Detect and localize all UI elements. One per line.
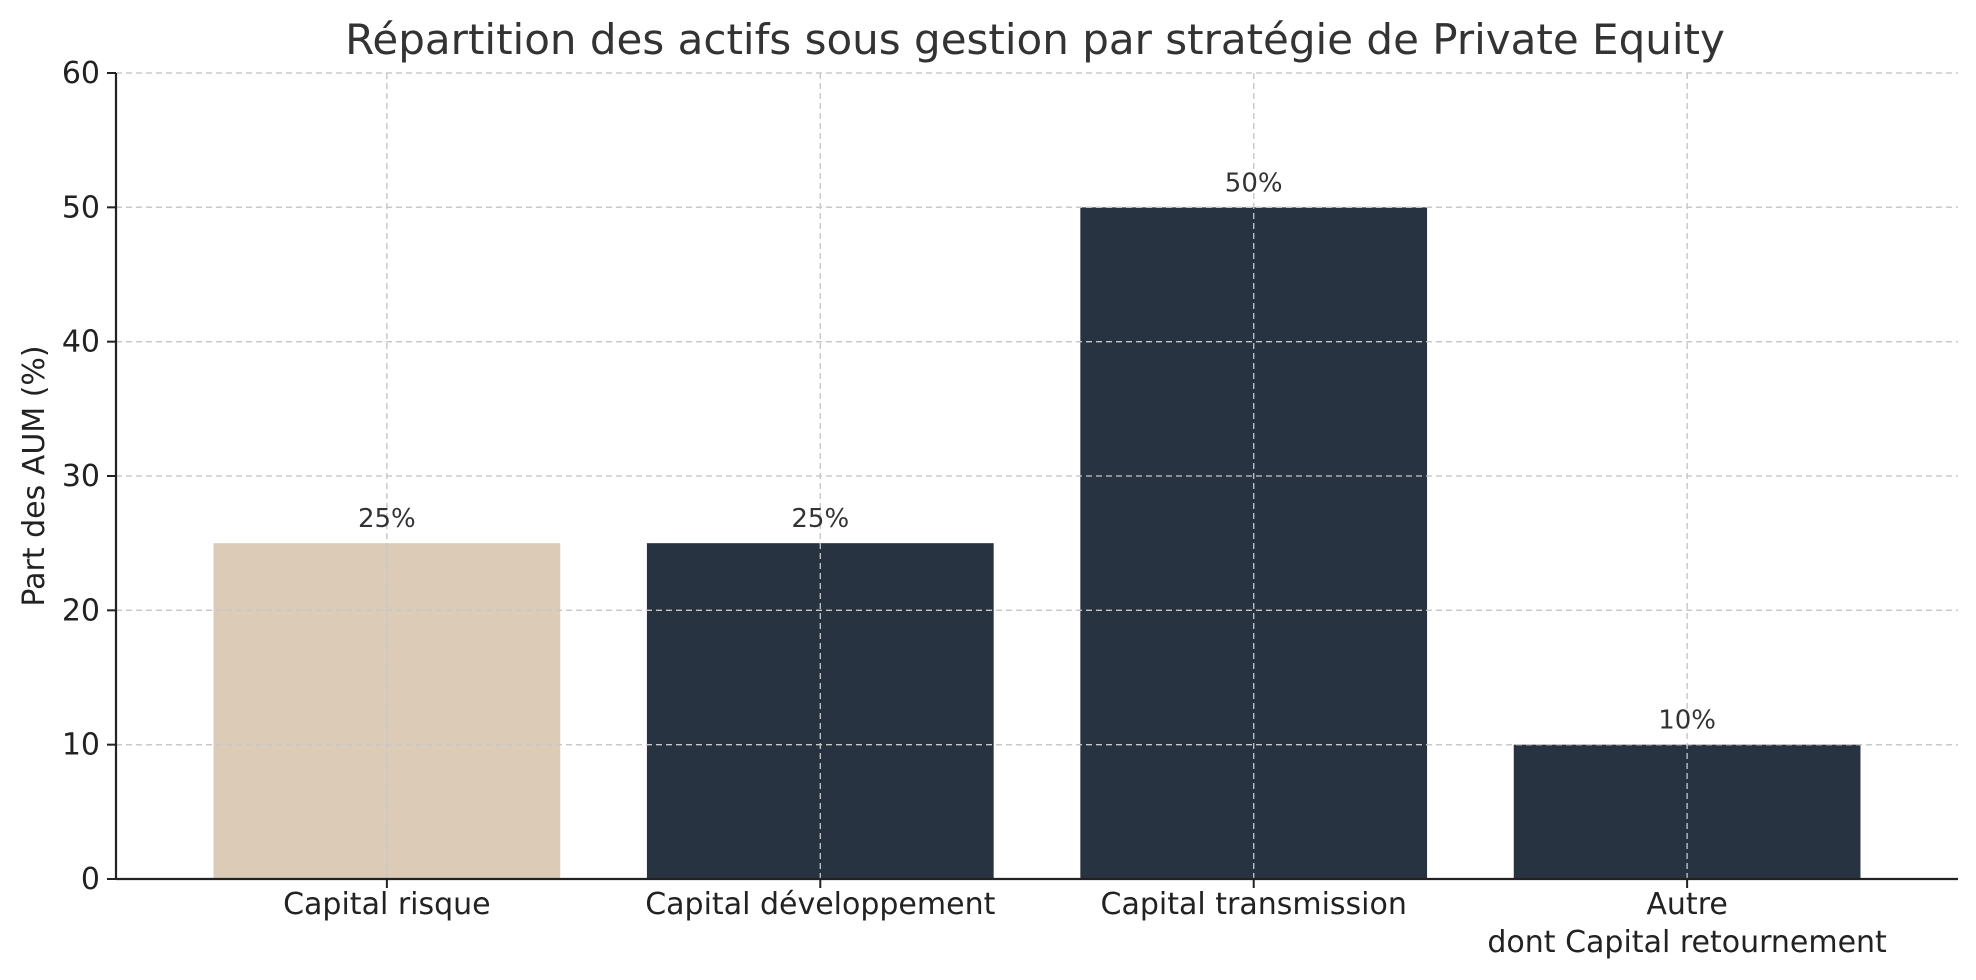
x-tick-label: Capital risque	[283, 887, 491, 922]
y-ticks: 0 10 20 30 40 50 60	[62, 56, 116, 897]
bars	[213, 207, 1861, 880]
y-axis-label: Part des AUM (%)	[17, 345, 52, 606]
chart-title: Répartition des actifs sous gestion par …	[345, 15, 1725, 64]
y-tick-label: 0	[81, 862, 100, 897]
x-tick-label: Capital transmission	[1101, 887, 1407, 922]
y-tick-label: 10	[62, 728, 100, 763]
y-tick-label: 30	[62, 459, 100, 494]
data-label: 10%	[1658, 706, 1716, 736]
x-tick-label: dont Capital retournement	[1487, 925, 1887, 960]
data-label: 50%	[1225, 168, 1283, 198]
y-tick-label: 40	[62, 325, 100, 360]
data-label: 25%	[791, 504, 849, 534]
x-ticks: Capital risque Capital développement Capit…	[283, 879, 1887, 960]
data-label: 25%	[358, 504, 416, 534]
y-tick-label: 60	[62, 56, 100, 91]
y-tick-label: 20	[62, 593, 100, 628]
x-tick-label: Capital développement	[645, 887, 995, 922]
x-tick-label: Autre	[1646, 887, 1727, 922]
gridlines-overlay	[116, 72, 1958, 879]
y-tick-label: 50	[62, 190, 100, 225]
data-labels: 25% 25% 50% 10%	[358, 168, 1716, 735]
